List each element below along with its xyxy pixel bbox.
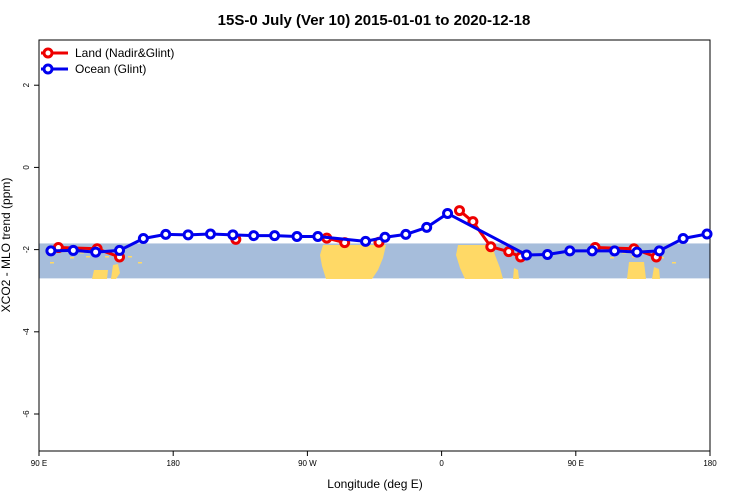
data-point [379, 231, 391, 243]
data-point [400, 228, 412, 240]
data-point [541, 249, 553, 261]
data-point [114, 244, 126, 256]
land-mass [627, 262, 646, 279]
x-axis: 90 E 180 90 W 0 90 E 180 [31, 451, 717, 468]
data-point [67, 244, 79, 256]
y-axis: 2 0 -2 -4 -6 [22, 82, 39, 418]
data-point [204, 228, 216, 240]
series-layer [45, 205, 713, 263]
land-mass [456, 245, 503, 279]
land-mass [320, 245, 386, 279]
land-mass [513, 268, 519, 279]
data-point [360, 235, 372, 247]
data-point [631, 246, 643, 258]
data-point [312, 230, 324, 242]
data-point [421, 221, 433, 233]
legend-marker-land [42, 47, 54, 59]
legend-label-land: Land (Nadir&Glint) [75, 46, 174, 60]
island [80, 252, 84, 254]
x-tick-label: 90 E [31, 459, 47, 468]
island [86, 256, 90, 258]
land-masses [50, 245, 676, 279]
plot-frame [38, 39, 711, 452]
legend: Land (Nadir&Glint) Ocean (Glint) [41, 46, 174, 76]
data-point [160, 228, 172, 240]
data-point [701, 228, 713, 240]
data-point [653, 245, 665, 257]
x-tick-label: 0 [439, 459, 444, 468]
data-point [45, 245, 57, 257]
data-point [609, 245, 621, 257]
data-point [485, 241, 497, 253]
island [660, 257, 664, 259]
chart-title: 15S-0 July (Ver 10) 2015-01-01 to 2020-1… [218, 12, 531, 29]
y-tick-label: -6 [22, 410, 31, 418]
y-tick-label: 0 [22, 165, 31, 170]
island [610, 257, 614, 259]
data-point [291, 230, 303, 242]
island [128, 256, 132, 258]
data-point [586, 245, 598, 257]
island [632, 256, 636, 258]
data-point [503, 246, 515, 258]
y-axis-label: XCO2 - MLO trend (ppm) [0, 178, 13, 313]
y-tick-label: 2 [22, 82, 31, 87]
land-mass [652, 267, 660, 279]
island [70, 257, 74, 259]
data-point [677, 233, 689, 245]
island [138, 262, 142, 264]
series-ocean [45, 207, 713, 261]
data-point [269, 230, 281, 242]
legend-label-ocean: Ocean (Glint) [75, 62, 146, 76]
legend-marker-ocean [42, 63, 54, 75]
data-point [248, 230, 260, 242]
data-point [453, 205, 465, 217]
x-tick-label: 180 [167, 459, 181, 468]
island [105, 256, 109, 258]
data-point [182, 229, 194, 241]
land-mass [92, 270, 108, 279]
y-tick-label: -2 [22, 246, 31, 254]
island [50, 262, 54, 264]
data-point [227, 229, 239, 241]
data-point [137, 233, 149, 245]
x-tick-label: 90 W [298, 459, 317, 468]
data-point [564, 245, 576, 257]
x-axis-label: Longitude (deg E) [327, 477, 422, 491]
data-point [90, 246, 102, 258]
data-point [442, 207, 454, 219]
island [672, 262, 676, 264]
land-mass [111, 264, 120, 279]
x-tick-label: 90 E [568, 459, 584, 468]
y-tick-label: -4 [22, 328, 31, 336]
data-point [521, 249, 533, 261]
x-tick-label: 180 [703, 459, 717, 468]
